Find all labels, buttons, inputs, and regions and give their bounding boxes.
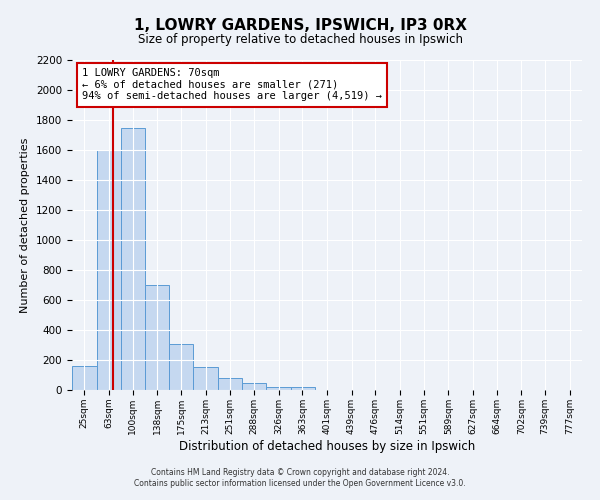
Y-axis label: Number of detached properties: Number of detached properties bbox=[20, 138, 31, 312]
Text: Contains HM Land Registry data © Crown copyright and database right 2024.
Contai: Contains HM Land Registry data © Crown c… bbox=[134, 468, 466, 487]
Bar bbox=[218, 378, 242, 390]
Bar bbox=[72, 366, 97, 390]
X-axis label: Distribution of detached houses by size in Ipswich: Distribution of detached houses by size … bbox=[179, 440, 475, 452]
Bar bbox=[145, 285, 169, 390]
Bar bbox=[266, 387, 291, 390]
Bar bbox=[97, 150, 121, 390]
Text: 1 LOWRY GARDENS: 70sqm
← 6% of detached houses are smaller (271)
94% of semi-det: 1 LOWRY GARDENS: 70sqm ← 6% of detached … bbox=[82, 68, 382, 102]
Text: Size of property relative to detached houses in Ipswich: Size of property relative to detached ho… bbox=[137, 32, 463, 46]
Bar bbox=[242, 383, 266, 390]
Bar bbox=[291, 387, 315, 390]
Bar bbox=[169, 344, 193, 390]
Bar bbox=[121, 128, 145, 390]
Bar bbox=[193, 367, 218, 390]
Text: 1, LOWRY GARDENS, IPSWICH, IP3 0RX: 1, LOWRY GARDENS, IPSWICH, IP3 0RX bbox=[133, 18, 467, 32]
